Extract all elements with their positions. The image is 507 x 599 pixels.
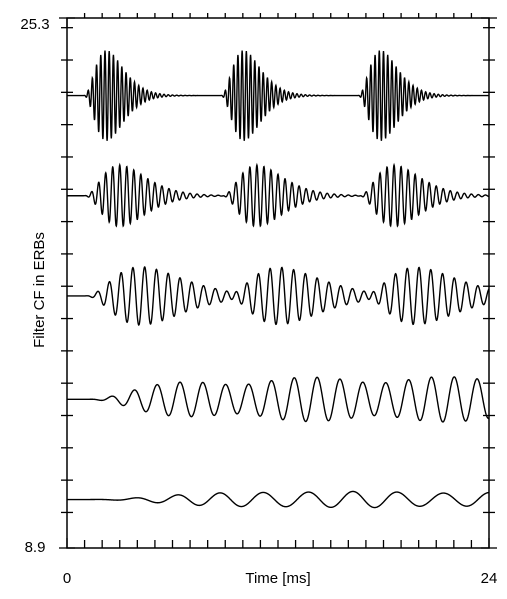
waveform — [67, 50, 489, 141]
waveform — [67, 376, 490, 423]
waveform — [67, 490, 490, 509]
y-tick-label: 8.9 — [25, 539, 46, 556]
x-axis-label: Time [ms] — [245, 570, 310, 587]
x-tick-label: 0 — [63, 570, 71, 587]
waveform — [67, 162, 490, 228]
y-axis-label: Filter CF in ERBs — [31, 232, 48, 348]
x-tick-label: 24 — [481, 570, 498, 587]
y-tick-label: 25.3 — [20, 16, 49, 33]
waveform — [67, 266, 490, 326]
